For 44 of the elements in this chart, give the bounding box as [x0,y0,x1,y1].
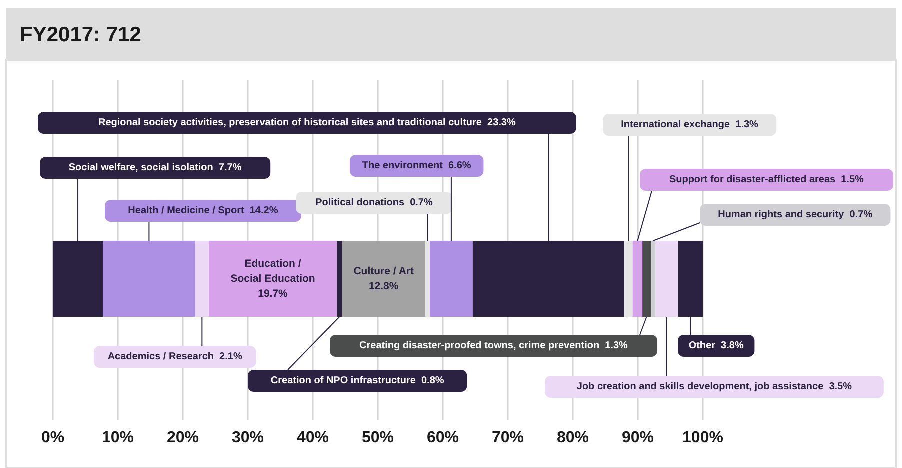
x-tick-label: 70% [492,430,524,446]
x-tick-label: 10% [102,430,134,446]
bar [624,241,633,317]
bar [103,241,196,317]
bar [678,241,703,317]
bar [342,241,426,317]
text: Human rights and security 0.7% [718,210,873,220]
bar [195,241,209,317]
bar [642,241,651,317]
x-tick-label: 0% [41,430,65,446]
text: Job creation and skills development, job assistance 3.5% [576,382,852,392]
bar [632,241,643,317]
text: International exchange 1.3% [621,120,758,130]
bar [337,241,342,317]
bar [425,241,430,317]
text: Regional society activities, preservation of historical sites and traditional culture 23.3% [98,118,516,128]
bar [656,241,678,317]
text: Social welfare, social isolation 7.7% [68,162,242,174]
x-tick-label: 80% [556,430,590,446]
data-label: 19.7% [258,288,289,300]
bar [472,241,624,317]
text: Political donations 0.7% [316,198,433,208]
series-label: Culture / Art [354,266,414,278]
x-tick-label: 90% [622,430,654,446]
text: Creation of NPO infrastructure 0.8% [270,376,444,386]
text: Academics / Research 2.1% [108,352,242,362]
bar [430,241,473,317]
bar [209,241,338,317]
x-tick-label: 50% [362,430,394,446]
x-tick-label: 100% [682,430,724,446]
chart-title: FY2017: 712 [20,24,142,46]
bar [53,241,104,317]
text: Health / Medicine / Sport 14.2% [128,206,278,216]
x-tick-label: 60% [426,430,460,446]
series-label: Education / Social Education [230,258,316,285]
bar [651,241,656,317]
text: Other 3.8% [688,340,744,352]
x-tick-label: 30% [232,430,264,446]
text: Support for disaster-afflicted areas 1.5% [669,174,864,186]
data-label: 12.8% [368,280,400,292]
text: Creating disaster-proofed towns, crime prevention 1.3% [360,340,628,352]
x-tick-label: 20% [166,430,200,446]
text: The environment 6.6% [362,160,472,172]
x-tick-label: 40% [296,430,330,446]
